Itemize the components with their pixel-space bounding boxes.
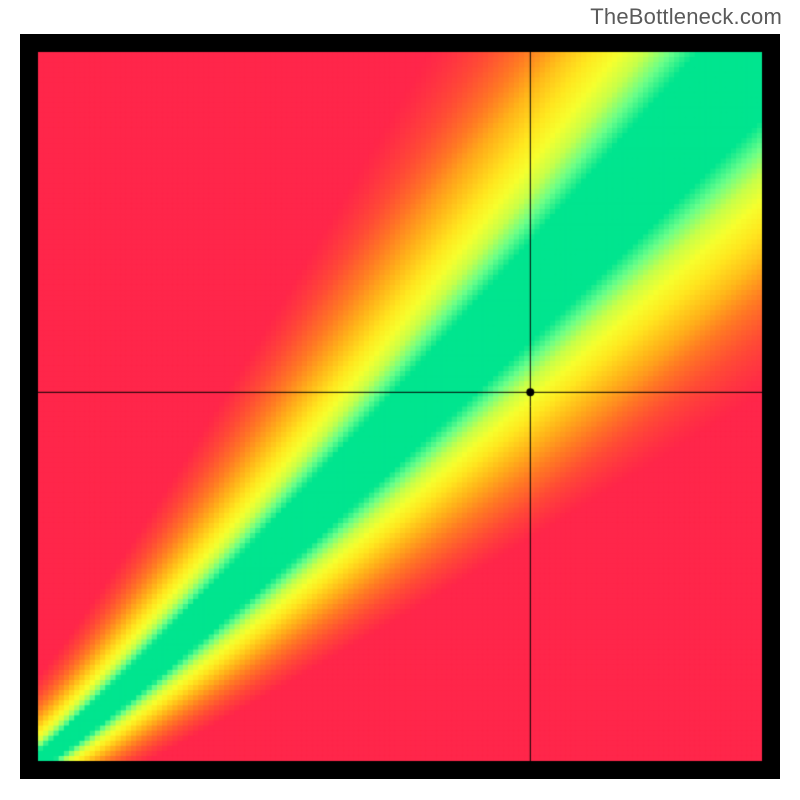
plot-area bbox=[20, 34, 780, 779]
heatmap-canvas bbox=[20, 34, 780, 779]
watermark-text: TheBottleneck.com bbox=[590, 4, 782, 30]
bottleneck-heatmap-container: TheBottleneck.com bbox=[0, 0, 800, 800]
